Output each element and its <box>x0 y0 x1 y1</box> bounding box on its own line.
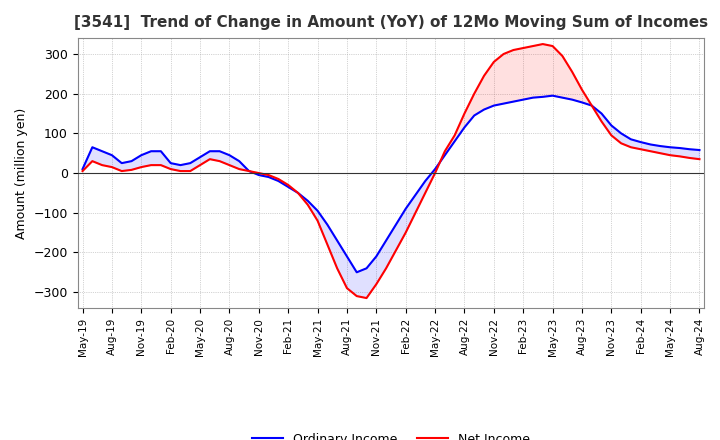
Net Income <box>480 73 488 78</box>
Net Income <box>539 41 547 47</box>
Title: [3541]  Trend of Change in Amount (YoY) of 12Mo Moving Sum of Incomes: [3541] Trend of Change in Amount (YoY) o… <box>74 15 708 30</box>
Ordinary Income <box>352 270 361 275</box>
Ordinary Income <box>490 103 498 108</box>
Ordinary Income <box>480 107 488 112</box>
Ordinary Income <box>156 149 165 154</box>
Net Income <box>392 248 400 253</box>
Ordinary Income <box>333 238 341 243</box>
Ordinary Income <box>548 93 557 98</box>
Y-axis label: Amount (million yen): Amount (million yen) <box>15 107 28 238</box>
Net Income <box>490 59 498 65</box>
Legend: Ordinary Income, Net Income: Ordinary Income, Net Income <box>247 428 535 440</box>
Net Income <box>333 266 341 271</box>
Net Income <box>362 295 371 301</box>
Ordinary Income <box>695 147 703 153</box>
Ordinary Income <box>431 166 439 172</box>
Line: Ordinary Income: Ordinary Income <box>83 95 699 272</box>
Net Income <box>156 162 165 168</box>
Ordinary Income <box>392 222 400 227</box>
Net Income <box>78 169 87 174</box>
Line: Net Income: Net Income <box>83 44 699 298</box>
Net Income <box>695 157 703 162</box>
Net Income <box>431 170 439 176</box>
Ordinary Income <box>78 166 87 172</box>
